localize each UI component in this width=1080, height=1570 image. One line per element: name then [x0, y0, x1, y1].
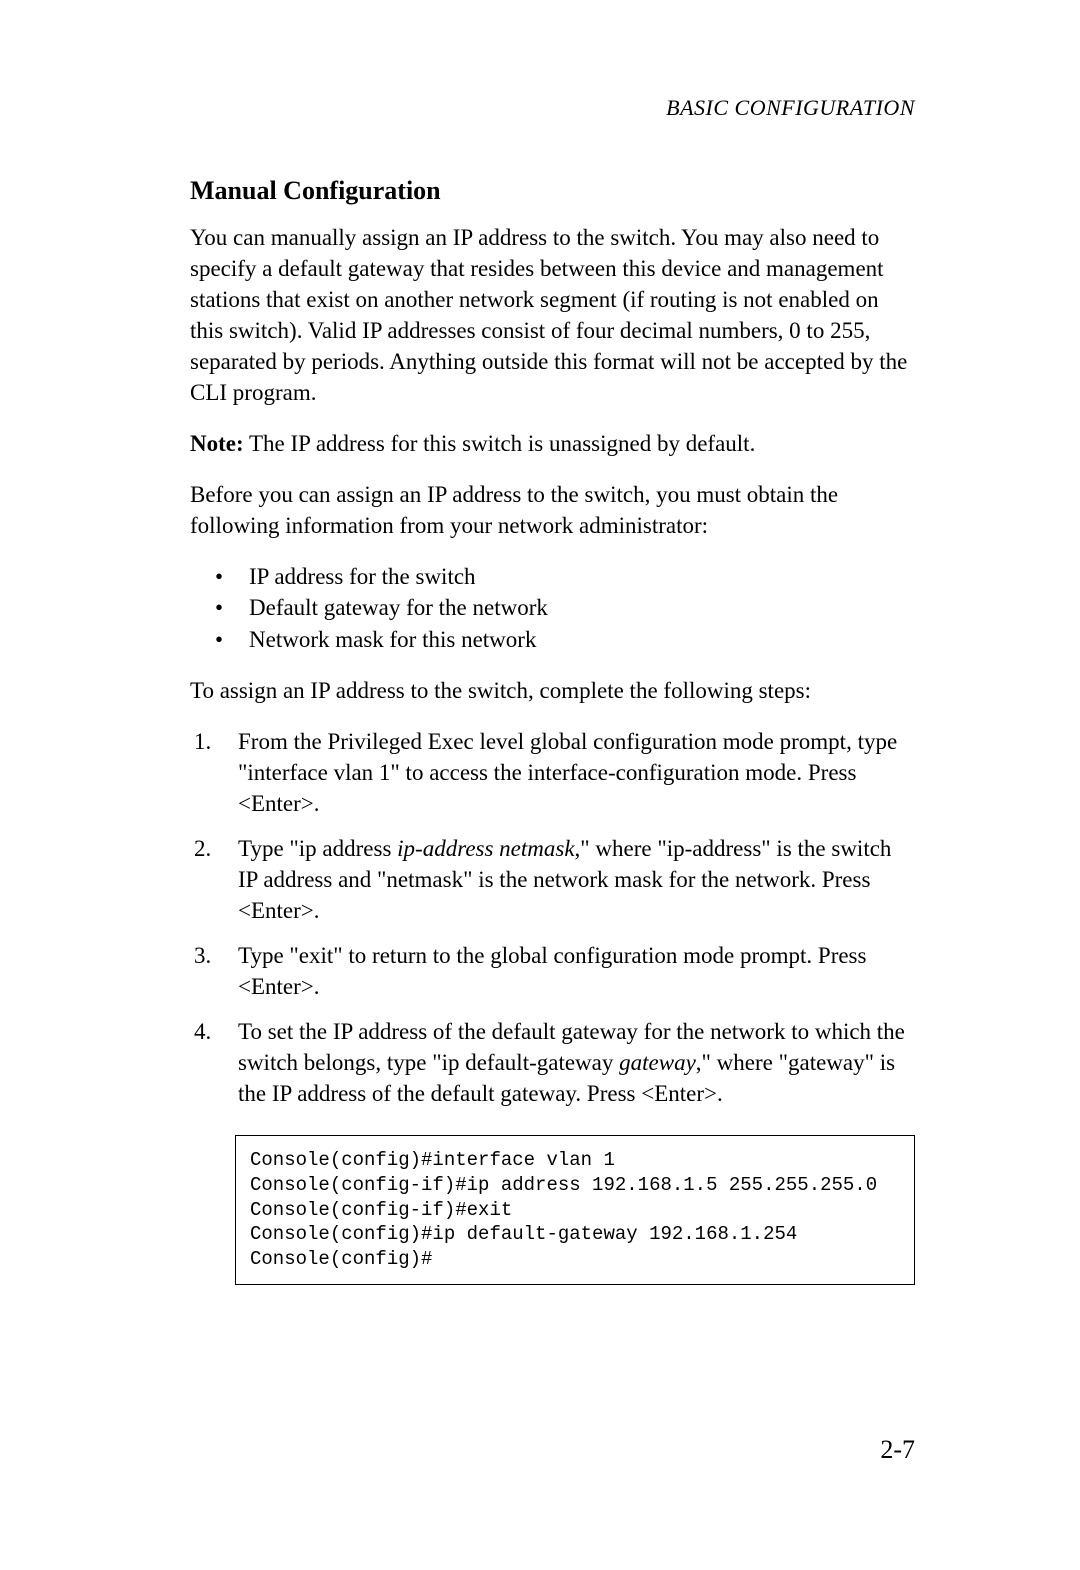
section-title: Manual Configuration [190, 176, 915, 206]
bullet-item: • IP address for the switch [215, 561, 915, 592]
bullet-text: Default gateway for the network [249, 592, 548, 623]
number-marker: 3. [194, 940, 238, 1002]
list-item: 1. From the Privileged Exec level global… [194, 726, 915, 819]
page-container: BASIC CONFIGURATION Manual Configuration… [0, 0, 1080, 1285]
number-marker: 1. [194, 726, 238, 819]
list-item: 4. To set the IP address of the default … [194, 1016, 915, 1109]
bullet-item: • Default gateway for the network [215, 592, 915, 623]
bullet-text: Network mask for this network [249, 624, 536, 655]
bullet-text: IP address for the switch [249, 561, 476, 592]
number-marker: 4. [194, 1016, 238, 1109]
numbered-list: 1. From the Privileged Exec level global… [194, 726, 915, 1110]
note-text: The IP address for this switch is unassi… [249, 431, 755, 456]
code-block: Console(config)#interface vlan 1 Console… [235, 1135, 915, 1284]
step-text: From the Privileged Exec level global co… [238, 726, 915, 819]
paragraph-before-steps: To assign an IP address to the switch, c… [190, 675, 915, 706]
italic-text: ip-address netmask [397, 836, 574, 861]
list-item: 2. Type "ip address ip-address netmask,"… [194, 833, 915, 926]
bullet-list: • IP address for the switch • Default ga… [215, 561, 915, 654]
italic-text: gateway [619, 1050, 696, 1075]
step-text: Type "exit" to return to the global conf… [238, 940, 915, 1002]
paragraph-intro: You can manually assign an IP address to… [190, 222, 915, 408]
bullet-marker: • [215, 561, 249, 592]
page-header: BASIC CONFIGURATION [190, 95, 915, 121]
paragraph-before-bullets: Before you can assign an IP address to t… [190, 479, 915, 541]
page-number: 2-7 [880, 1435, 915, 1465]
bullet-marker: • [215, 624, 249, 655]
list-item: 3. Type "exit" to return to the global c… [194, 940, 915, 1002]
step-text: Type "ip address ip-address netmask," wh… [238, 833, 915, 926]
number-marker: 2. [194, 833, 238, 926]
bullet-marker: • [215, 592, 249, 623]
bullet-item: • Network mask for this network [215, 624, 915, 655]
note-label: Note: [190, 431, 244, 456]
note-paragraph: Note: The IP address for this switch is … [190, 428, 915, 459]
step-text: To set the IP address of the default gat… [238, 1016, 915, 1109]
